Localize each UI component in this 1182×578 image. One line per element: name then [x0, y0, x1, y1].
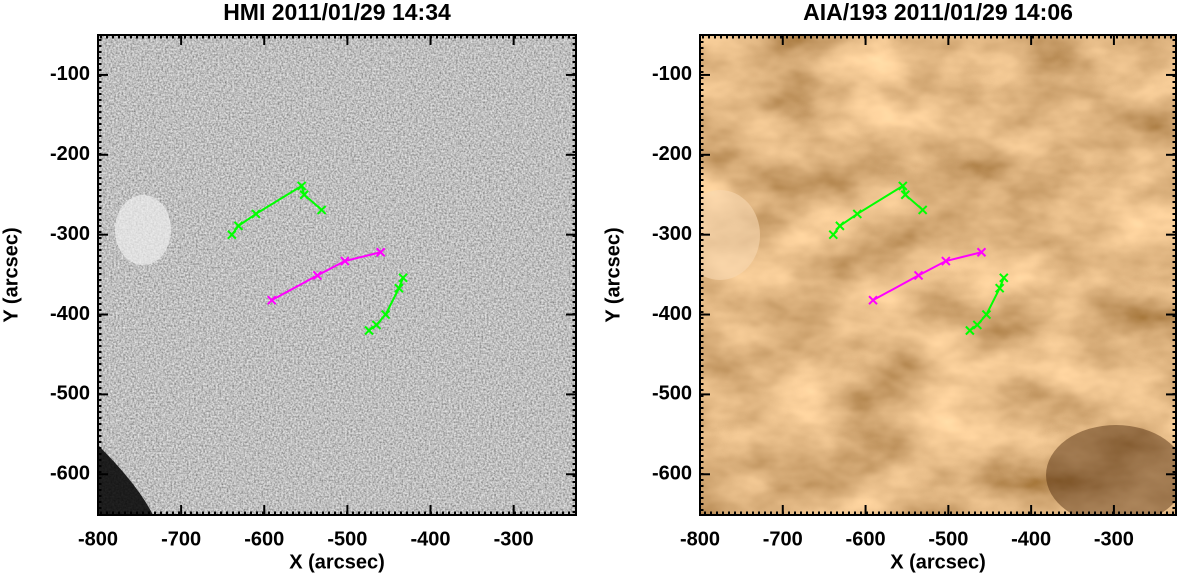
track-marker [994, 283, 1005, 293]
y-axis-label: Y (arcsec) [0, 227, 22, 322]
limb [98, 445, 153, 515]
x-tick-label: -500 [327, 528, 367, 550]
x-tick-label: -600 [846, 528, 886, 550]
y-axis-label: Y (arcsec) [602, 227, 624, 322]
chart-title: HMI 2011/01/29 14:34 [223, 0, 451, 25]
x-tick-label: -400 [411, 528, 451, 550]
y-tick-label: -500 [50, 383, 90, 405]
image [700, 35, 1176, 515]
track-marker [375, 247, 386, 257]
y-tick-label: -300 [652, 223, 692, 245]
track-marker [371, 320, 382, 330]
y-tick-label: -400 [652, 303, 692, 325]
x-tick-label: -400 [1011, 528, 1051, 550]
sunspot [115, 195, 171, 265]
x-axis-label: X (arcsec) [890, 551, 986, 573]
x-tick-label: -700 [763, 528, 803, 550]
y-tick-label: -600 [652, 463, 692, 485]
bright-region [700, 190, 760, 280]
track-marker [364, 325, 374, 336]
track-marker [233, 221, 244, 231]
image-panel [98, 35, 576, 515]
x-tick-label: -800 [78, 528, 118, 550]
x-tick-label: -500 [928, 528, 968, 550]
track-marker [941, 256, 951, 266]
track-marker [380, 309, 391, 320]
y-tick-label: -300 [50, 223, 90, 245]
track-marker [227, 229, 237, 240]
plot-frame-dots [98, 35, 576, 515]
y-tick-label: -600 [50, 463, 90, 485]
track-marker [976, 247, 987, 257]
y-tick-label: -100 [50, 63, 90, 85]
track-marker [999, 273, 1009, 283]
image-panel [700, 35, 1176, 515]
track-marker [251, 209, 261, 219]
track-marker [900, 190, 911, 200]
track-marker [913, 270, 924, 281]
track-marker [296, 181, 307, 191]
track-marker [299, 190, 309, 200]
track-marker [267, 295, 277, 305]
track-marker [394, 283, 404, 293]
plot-frame-dots [700, 35, 1176, 515]
track-marker [828, 229, 838, 240]
y-tick-label: -200 [652, 143, 692, 165]
track-marker [981, 309, 992, 320]
track-marker [972, 320, 983, 330]
y-tick-label: -200 [50, 143, 90, 165]
plot-frame [97, 34, 577, 516]
x-tick-label: -300 [1094, 528, 1134, 550]
plot-frame [699, 34, 1177, 516]
track-marker [312, 270, 323, 281]
track-line [872, 251, 982, 302]
track-marker [917, 205, 928, 215]
track-marker [852, 209, 862, 219]
track-marker [868, 295, 878, 305]
y-tick-label: -500 [652, 383, 692, 405]
track-marker [398, 273, 408, 283]
image [98, 35, 576, 515]
x-tick-label: -700 [161, 528, 201, 550]
track-marker [835, 221, 845, 231]
track-marker [316, 205, 327, 215]
y-tick-label: -400 [50, 303, 90, 325]
track-line [271, 251, 381, 302]
track-marker [340, 256, 350, 266]
x-axis-label: X (arcsec) [289, 551, 385, 573]
x-tick-label: -600 [244, 528, 284, 550]
chart-title: AIA/193 2011/01/29 14:06 [803, 0, 1073, 25]
track-marker [898, 181, 908, 191]
dark-region [1046, 425, 1176, 515]
x-tick-label: -300 [494, 528, 534, 550]
track-marker [965, 325, 975, 336]
x-tick-label: -800 [680, 528, 720, 550]
y-tick-label: -100 [652, 63, 692, 85]
